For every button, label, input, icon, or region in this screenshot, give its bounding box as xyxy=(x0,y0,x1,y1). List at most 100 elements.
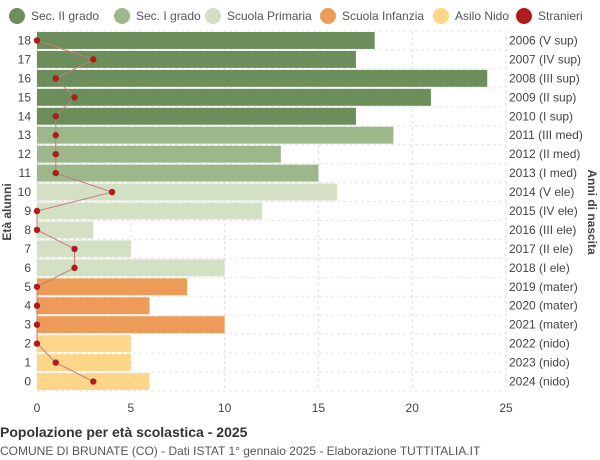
legend-swatch-2 xyxy=(205,8,221,24)
age-tick-2: 2 xyxy=(24,337,31,351)
bar-age-11 xyxy=(37,164,319,182)
birth-tick-14: 2010 (I sup) xyxy=(509,109,573,123)
x-tick-0: 0 xyxy=(34,401,41,415)
age-tick-12: 12 xyxy=(18,147,32,161)
stranieri-line xyxy=(33,37,116,385)
legend-swatch-4 xyxy=(433,8,449,24)
birth-tick-5: 2019 (mater) xyxy=(509,280,578,294)
chart-bars xyxy=(37,32,488,390)
age-tick-1: 1 xyxy=(24,356,31,370)
x-tick-15: 15 xyxy=(312,401,326,415)
stranieri-point-age-18 xyxy=(33,37,41,44)
bar-age-2 xyxy=(37,335,131,353)
birth-tick-4: 2020 (mater) xyxy=(509,299,578,313)
age-tick-14: 14 xyxy=(18,109,32,123)
stranieri-point-age-10 xyxy=(108,188,116,196)
stranieri-point-age-8 xyxy=(33,226,41,234)
birth-tick-1: 2023 (nido) xyxy=(509,356,570,370)
birth-tick-15: 2009 (II sup) xyxy=(509,90,576,104)
birth-tick-6: 2018 (I ele) xyxy=(509,261,570,275)
stranieri-point-age-4 xyxy=(33,302,41,309)
bar-age-18 xyxy=(37,32,375,49)
birth-tick-17: 2007 (IV sup) xyxy=(509,52,581,66)
age-tick-9: 9 xyxy=(24,204,31,218)
chart-legend: Sec. II grado Sec. I grado Scuola Primaria… xyxy=(9,8,583,24)
age-tick-8: 8 xyxy=(24,223,31,237)
legend-swatch-1 xyxy=(114,8,130,24)
bar-age-13 xyxy=(37,126,394,144)
age-tick-6: 6 xyxy=(24,261,31,275)
bar-age-6 xyxy=(37,259,225,277)
stranieri-point-age-2 xyxy=(33,340,41,347)
birth-tick-3: 2021 (mater) xyxy=(509,318,578,332)
age-tick-16: 16 xyxy=(18,71,32,85)
age-tick-17: 17 xyxy=(18,52,32,66)
birth-tick-10: 2014 (V ele) xyxy=(509,185,574,199)
bar-age-17 xyxy=(37,50,356,68)
stranieri-point-age-16 xyxy=(52,75,59,82)
bar-age-8 xyxy=(37,221,94,239)
stranieri-point-age-14 xyxy=(52,113,59,120)
age-tick-7: 7 xyxy=(24,242,31,256)
age-tick-4: 4 xyxy=(24,299,31,313)
stranieri-point-age-17 xyxy=(90,56,97,63)
x-tick-25: 25 xyxy=(499,401,513,415)
birth-tick-0: 2024 (nido) xyxy=(509,375,570,389)
chart-subtitle: COMUNE DI BRUNATE (CO) - Dati ISTAT 1° g… xyxy=(0,444,481,458)
bar-age-9 xyxy=(37,202,263,220)
birth-tick-18: 2006 (V sup) xyxy=(509,33,578,47)
y-axis-right-label: Anni di nascita xyxy=(585,169,599,255)
legend-label-1: Sec. I grado xyxy=(136,9,201,23)
population-chart: Sec. II grado Sec. I grado Scuola Primaria… xyxy=(0,8,599,415)
x-tick-10: 10 xyxy=(218,401,232,415)
bar-age-12 xyxy=(37,145,281,163)
legend-label-0: Sec. II grado xyxy=(31,9,99,23)
legend-label-2: Scuola Primaria xyxy=(227,9,312,23)
bar-age-10 xyxy=(37,183,338,201)
birth-tick-16: 2008 (III sup) xyxy=(509,71,580,85)
birth-tick-2: 2022 (nido) xyxy=(509,337,570,351)
legend-label-3: Scuola Infanzia xyxy=(342,9,424,23)
stranieri-point-age-1 xyxy=(52,359,59,366)
birth-tick-13: 2011 (III med) xyxy=(509,128,583,142)
legend-swatch-5 xyxy=(516,8,532,24)
birth-tick-9: 2015 (IV ele) xyxy=(509,204,578,218)
age-tick-11: 11 xyxy=(19,166,32,180)
stranieri-point-age-3 xyxy=(33,321,41,328)
bar-age-7 xyxy=(37,240,131,258)
bar-age-4 xyxy=(37,297,150,315)
birth-year-tick-labels: 2006 (V sup) 2007 (IV sup) 2008 (III sup) 2… xyxy=(509,33,583,388)
bar-age-3 xyxy=(37,316,225,334)
age-tick-5: 5 xyxy=(24,280,31,294)
legend-label-4: Asilo Nido xyxy=(455,9,509,23)
legend-label-5: Stranieri xyxy=(538,9,583,23)
stranieri-point-age-11 xyxy=(52,169,59,177)
age-tick-18: 18 xyxy=(18,33,32,47)
age-tick-0: 0 xyxy=(24,375,31,389)
bar-age-16 xyxy=(37,69,488,87)
stranieri-point-age-13 xyxy=(52,132,59,139)
age-tick-13: 13 xyxy=(18,128,32,142)
x-tick-5: 5 xyxy=(127,401,134,415)
x-axis-tick-labels: 0 5 10 15 20 25 xyxy=(34,401,513,415)
bar-age-5 xyxy=(37,278,188,296)
bar-age-1 xyxy=(37,354,131,372)
birth-tick-8: 2016 (III ele) xyxy=(509,223,576,237)
stranieri-point-age-12 xyxy=(52,150,59,158)
age-tick-10: 10 xyxy=(18,185,32,199)
stranieri-point-age-6 xyxy=(71,264,78,272)
chart-title: Popolazione per età scolastica - 2025 xyxy=(0,424,248,440)
birth-tick-11: 2013 (I med) xyxy=(509,166,577,180)
chart-grid xyxy=(36,30,507,392)
birth-tick-7: 2017 (II ele) xyxy=(509,242,573,256)
stranieri-point-age-5 xyxy=(33,283,41,290)
age-tick-15: 15 xyxy=(18,90,32,104)
age-tick-3: 3 xyxy=(24,318,31,332)
bar-age-15 xyxy=(37,88,431,106)
stranieri-point-age-9 xyxy=(33,207,41,215)
stranieri-point-age-0 xyxy=(90,378,97,385)
legend-swatch-3 xyxy=(320,8,336,24)
y-axis-left-label: Età alunni xyxy=(0,183,14,240)
bar-age-14 xyxy=(37,107,356,125)
